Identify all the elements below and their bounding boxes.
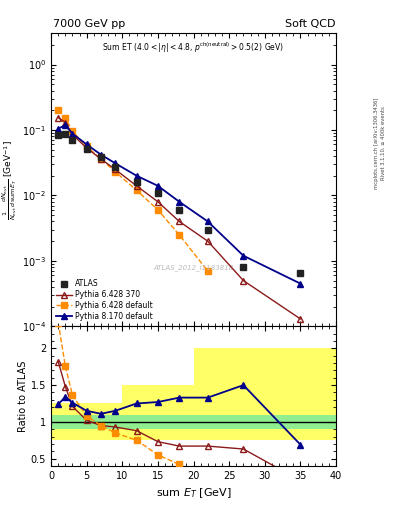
Pythia 8.170 default (113, 160, 118, 166)
ATLAS (113, 164, 118, 170)
Y-axis label: Ratio to ATLAS: Ratio to ATLAS (18, 360, 28, 432)
ATLAS (156, 189, 160, 196)
Pythia 6.428 370 (156, 199, 160, 205)
Pythia 6.428 default (63, 115, 68, 121)
Line: Pythia 8.170 default: Pythia 8.170 default (55, 122, 303, 287)
ATLAS (63, 131, 68, 137)
Pythia 6.428 default (99, 156, 103, 162)
ATLAS (99, 155, 103, 161)
Pythia 6.428 370 (113, 166, 118, 173)
Y-axis label: $\frac{1}{N_\mathrm{evt}}\frac{dN_\mathrm{evt}}{d\,\mathrm{sum}\,E_T}$ [GeV$^{-1: $\frac{1}{N_\mathrm{evt}}\frac{dN_\mathr… (0, 140, 19, 220)
Pythia 6.428 370 (84, 145, 89, 151)
Text: 7000 GeV pp: 7000 GeV pp (53, 19, 125, 29)
Text: ATLAS_2012_I1183818: ATLAS_2012_I1183818 (153, 264, 234, 271)
Pythia 6.428 default (84, 143, 89, 150)
Pythia 8.170 default (298, 281, 303, 287)
Pythia 6.428 370 (177, 219, 182, 225)
ATLAS (177, 207, 182, 213)
Pythia 6.428 default (177, 232, 182, 238)
Pythia 6.428 default (70, 129, 75, 135)
Pythia 8.170 default (84, 141, 89, 147)
Pythia 8.170 default (206, 219, 210, 225)
Pythia 8.170 default (156, 183, 160, 189)
Text: mcplots.cern.ch [arXiv:1306.3436]: mcplots.cern.ch [arXiv:1306.3436] (374, 98, 378, 189)
Pythia 6.428 default (156, 207, 160, 213)
Pythia 8.170 default (134, 173, 139, 179)
Line: Pythia 6.428 default: Pythia 6.428 default (55, 108, 211, 274)
Text: Soft QCD: Soft QCD (285, 19, 335, 29)
Pythia 6.428 370 (70, 132, 75, 138)
Pythia 6.428 370 (99, 156, 103, 162)
Pythia 6.428 370 (206, 238, 210, 244)
Line: Pythia 6.428 370: Pythia 6.428 370 (55, 114, 303, 322)
Pythia 6.428 default (206, 268, 210, 274)
Pythia 6.428 370 (241, 278, 246, 284)
Pythia 6.428 default (134, 187, 139, 194)
Pythia 6.428 default (113, 168, 118, 175)
Pythia 8.170 default (99, 152, 103, 158)
Pythia 8.170 default (56, 125, 61, 132)
ATLAS (206, 227, 210, 233)
Text: Sum ET $(4.0 < |\eta| < 4.8,\, p^{\mathrm{ch(neutral)}} > 0.5(2)$ GeV): Sum ET $(4.0 < |\eta| < 4.8,\, p^{\mathr… (103, 40, 285, 55)
Pythia 6.428 default (56, 107, 61, 113)
Legend: ATLAS, Pythia 6.428 370, Pythia 6.428 default, Pythia 8.170 default: ATLAS, Pythia 6.428 370, Pythia 6.428 de… (55, 278, 154, 323)
Line: ATLAS: ATLAS (55, 131, 303, 276)
ATLAS (70, 137, 75, 143)
Pythia 8.170 default (63, 122, 68, 129)
Pythia 6.428 370 (134, 183, 139, 189)
Pythia 8.170 default (241, 252, 246, 259)
Pythia 8.170 default (70, 131, 75, 137)
ATLAS (56, 132, 61, 138)
ATLAS (241, 264, 246, 270)
ATLAS (84, 145, 89, 152)
ATLAS (134, 179, 139, 185)
ATLAS (298, 270, 303, 276)
Pythia 6.428 370 (56, 115, 61, 121)
X-axis label: sum $E_T$ [GeV]: sum $E_T$ [GeV] (156, 486, 231, 500)
Text: Rivet 3.1.10, ≥ 400k events: Rivet 3.1.10, ≥ 400k events (381, 106, 386, 180)
Pythia 6.428 370 (63, 119, 68, 125)
Pythia 6.428 370 (298, 316, 303, 322)
Pythia 8.170 default (177, 199, 182, 205)
